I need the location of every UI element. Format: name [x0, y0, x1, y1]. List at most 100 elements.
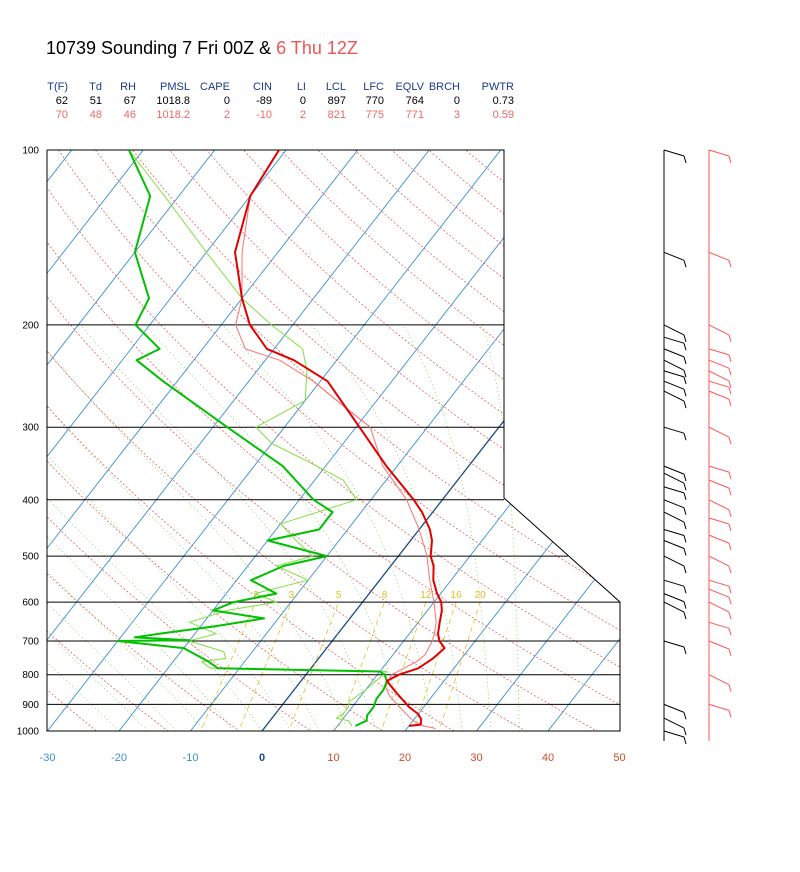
- dry-adiabat: [47, 150, 548, 731]
- wind-barb-run2-flag: [728, 437, 732, 445]
- mixing-ratio-label: 5: [336, 590, 342, 601]
- indices-cell: 771: [405, 109, 424, 121]
- title-run1: 10739 Sounding 7 Fri 00Z &: [46, 38, 272, 58]
- indices-header: PMSL: [160, 81, 190, 93]
- dry-adiabat: [47, 150, 620, 731]
- indices-cell: 821: [327, 109, 346, 121]
- wind-barb-run2-flag: [728, 398, 732, 407]
- dry-adiabat: [47, 150, 620, 731]
- title-run2: 6 Thu 12Z: [276, 38, 358, 58]
- run2-dewpoint-line: [128, 150, 388, 727]
- moist-adiabat: [47, 324, 120, 731]
- temperature-tick-label: -10: [183, 752, 199, 764]
- wind-barb-run1-flag: [683, 334, 687, 343]
- pressure-tick-label: 400: [22, 495, 39, 506]
- indices-cell: 2: [223, 109, 230, 121]
- wind-barb-run2-flag: [728, 710, 732, 718]
- isotherm-line: [47, 150, 308, 731]
- run1-temperature-line: [234, 150, 446, 727]
- wind-barb-run1-flag: [683, 507, 687, 515]
- wind-barb-run1: [663, 640, 685, 648]
- temperature-tick-label: 0: [259, 752, 265, 764]
- indices-header: LCL: [325, 81, 346, 93]
- wind-barb-run1-flag: [683, 611, 687, 620]
- moist-adiabat: [80, 324, 377, 731]
- indices-cell: 67: [123, 95, 136, 107]
- wind-barb-run2-flag: [728, 260, 732, 268]
- dry-adiabat: [47, 150, 620, 731]
- wind-barb-run1-flag: [683, 155, 687, 164]
- wind-barb-run1: [663, 380, 685, 390]
- stability-indices-table: T(F) Td RH PMSL CAPE CIN LI LCL LFC EQLV…: [46, 80, 514, 122]
- wind-barb-run2: [708, 251, 730, 261]
- wind-barb-run1: [663, 465, 685, 475]
- wind-barb-run1: [663, 149, 685, 157]
- isotherm-line: [47, 150, 236, 731]
- wind-barb-run2-flag: [728, 628, 732, 636]
- indices-header: PWTR: [481, 81, 514, 93]
- indices-header: T(F): [47, 81, 68, 93]
- wind-barb-run2: [708, 479, 730, 489]
- temperature-tick-label: -30: [40, 752, 56, 764]
- indices-cell: 0.73: [492, 95, 514, 107]
- wind-barbs-run2: [708, 149, 732, 741]
- wind-barbs-run1: [663, 149, 687, 745]
- wind-barb-run1: [663, 359, 685, 371]
- wind-barb-run1-flag: [683, 483, 687, 491]
- wind-barb-run1: [663, 486, 685, 494]
- indices-cell: -89: [256, 95, 272, 107]
- wind-barb-run2: [708, 555, 730, 567]
- wind-barb-run2-flag: [728, 471, 732, 480]
- wind-barb-run1: [663, 472, 685, 484]
- indices-cell: 0: [299, 95, 306, 107]
- wind-barb-run1-flag: [683, 492, 687, 501]
- indices-header: Td: [89, 81, 102, 93]
- isotherm-line: [538, 150, 620, 731]
- mixing-ratio-line: [195, 601, 256, 731]
- wind-barb-run2-flag: [728, 354, 732, 363]
- wind-barb-run2: [708, 348, 730, 356]
- pressure-tick-label: 600: [22, 598, 39, 609]
- moist-adiabat: [47, 324, 349, 731]
- indices-header: LI: [296, 81, 306, 93]
- wind-barb-run2-flag: [728, 684, 732, 692]
- profiles: [116, 150, 446, 729]
- dry-adiabat: [47, 150, 620, 731]
- indices-cell: 2: [299, 109, 306, 121]
- mixing-ratio-label: 8: [382, 590, 388, 601]
- wind-barb-run1-flag: [683, 260, 687, 268]
- wind-barb-run2: [708, 380, 730, 388]
- indices-cell: 0: [223, 95, 230, 107]
- dry-adiabat: [47, 150, 185, 731]
- wind-barb-run2-flag: [728, 586, 732, 594]
- wind-barb-run1-flag: [683, 586, 687, 594]
- mixing-ratio-line: [332, 601, 385, 731]
- wind-barb-run1-flag: [683, 356, 687, 365]
- indices-header: RH: [120, 81, 136, 93]
- dry-adiabat: [47, 150, 330, 731]
- mixing-ratio-label: 12: [420, 590, 432, 601]
- wind-barb-run1: [663, 579, 685, 587]
- moist-adiabat: [47, 324, 263, 731]
- indices-header: CIN: [253, 81, 272, 93]
- temperature-tick-label: -20: [111, 752, 127, 764]
- pressure-tick-label: 100: [22, 146, 39, 157]
- wind-barb-run2-flag: [728, 487, 732, 496]
- indices-cell: 770: [365, 95, 384, 107]
- wind-barb-run2-flag: [728, 597, 732, 605]
- indices-header-row: T(F) Td RH PMSL CAPE CIN LI LCL LFC EQLV…: [46, 80, 514, 94]
- indices-cell: -10: [256, 109, 272, 121]
- moist-adiabat: [311, 324, 463, 731]
- mixing-ratio-line: [283, 601, 340, 731]
- plot-frame: [46, 149, 621, 732]
- pressure-tick-label: 500: [22, 552, 39, 563]
- wind-barb-run2: [708, 621, 730, 629]
- wind-barb-run2: [708, 149, 730, 157]
- wind-barb-run1: [663, 540, 685, 549]
- indices-cell: 62: [55, 95, 68, 107]
- mixing-ratio-label: 20: [475, 590, 487, 601]
- pressure-axis: 100 200 300 400 500 600 700 800 900 1000: [17, 146, 40, 738]
- wind-barb-run1-flag: [683, 601, 687, 609]
- wind-barb-run1: [663, 370, 685, 378]
- run1-dewpoint-line: [116, 150, 388, 727]
